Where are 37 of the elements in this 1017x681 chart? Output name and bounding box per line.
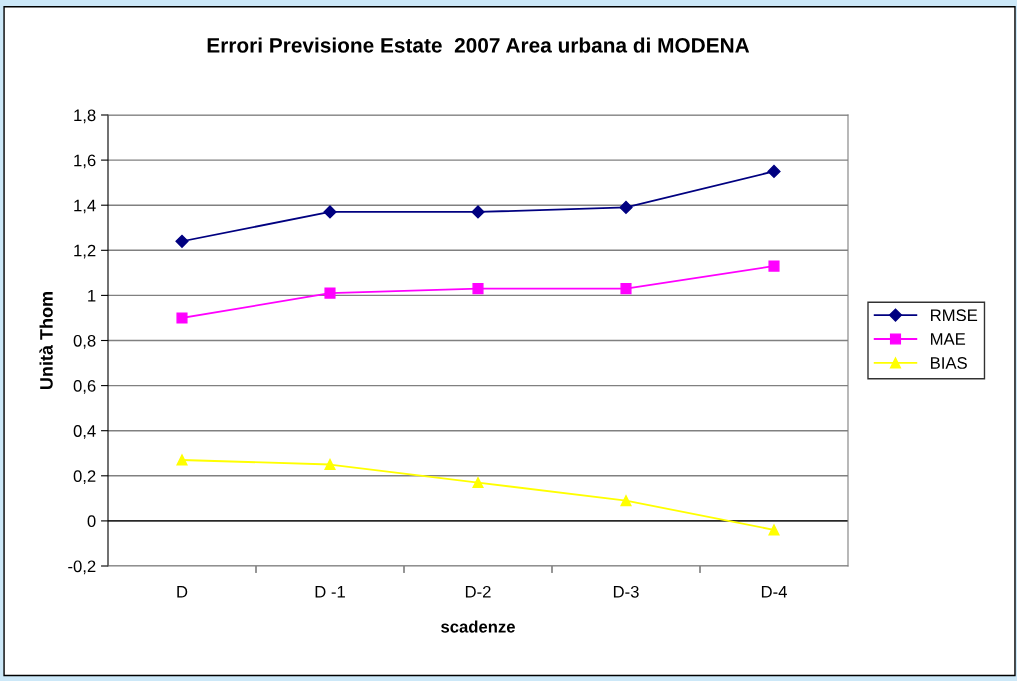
y-tick-label: 0,8 [73,334,96,349]
point [324,287,336,299]
point [175,234,189,248]
legend-label: BIAS [931,357,967,369]
x-tick-label: D-3 [613,585,639,598]
y-tick-label: 0,6 [73,380,96,394]
point [767,164,781,178]
point [768,524,780,536]
point [176,454,188,466]
point [471,205,485,219]
legend-label: MAE [931,333,966,345]
point [323,205,337,219]
y-axis-title: Unità Thom [39,291,53,390]
chart-title: Errori Previsione Estate 2007 Area urbana di MODENA [207,37,750,53]
point [472,477,484,489]
x-tick-label: D -1 [315,586,345,598]
y-tick-label: -0,2 [68,560,96,575]
legend-label: RMSE [931,309,978,322]
point [176,312,188,324]
x-axis-title: scadenze [441,620,515,633]
point [620,495,632,507]
point [472,283,484,295]
x-tick-label: D-2 [465,585,491,598]
point [768,260,780,272]
y-tick-label: 1 [88,289,96,302]
y-tick-label: 1,6 [74,154,96,169]
y-tick-label: 0,2 [73,470,96,484]
y-tick-label: 1,2 [74,244,96,259]
x-tick-label: D-4 [761,586,787,598]
x-tick-label: D [177,586,188,598]
point [620,283,632,295]
point [619,200,633,215]
y-tick-label: 1,4 [74,199,96,214]
point [324,458,336,471]
y-tick-label: 1,8 [74,109,96,124]
y-tick-label: 0 [87,515,96,528]
y-tick-label: 0,4 [73,425,96,439]
